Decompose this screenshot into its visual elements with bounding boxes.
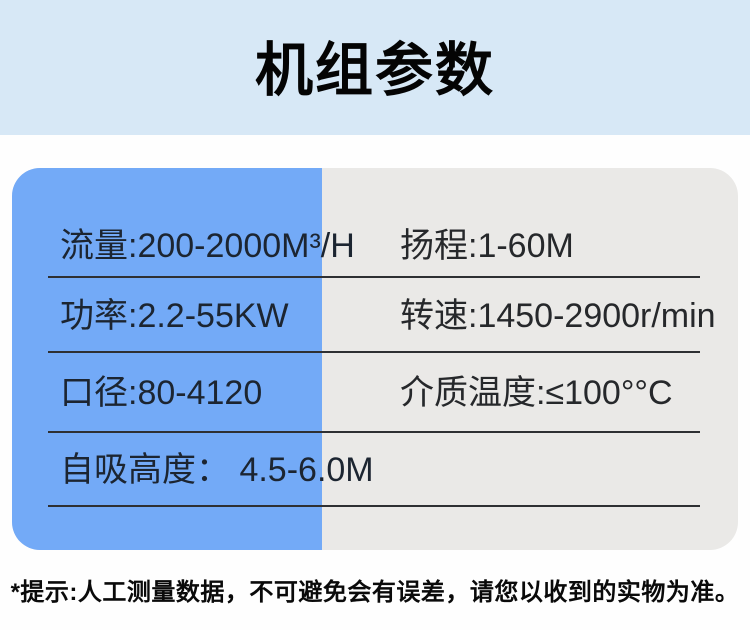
header-banner: 机组参数: [0, 0, 750, 135]
spec-rows: 流量:200-2000M³/H 扬程:1-60M 功率:2.2-55KW 转速:…: [12, 168, 738, 550]
footer-note: *提示:人工测量数据，不可避免会有误差，请您以收到的实物为准。: [10, 579, 740, 606]
spec-card-left-column-bg: [12, 168, 322, 550]
row-divider: [48, 431, 700, 433]
spec-row-suction-height: 自吸高度： 4.5-6.0M: [12, 433, 738, 507]
spec-temperature-value: 介质温度:≤100°°C: [400, 374, 673, 412]
spec-suction-height-value: 自吸高度： 4.5-6.0M: [60, 451, 374, 489]
row-divider: [48, 351, 700, 353]
spec-row-flow-head: 流量:200-2000M³/H 扬程:1-60M: [12, 168, 738, 278]
spec-speed-value: 转速:1450-2900r/min: [400, 296, 716, 335]
spec-power-value: 功率:2.2-55KW: [60, 296, 289, 335]
spec-row-power-speed: 功率:2.2-55KW 转速:1450-2900r/min: [12, 278, 738, 353]
spec-row-diameter-temperature: 口径:80-4120 介质温度:≤100°°C: [12, 353, 738, 433]
page-title: 机组参数: [254, 37, 495, 103]
spec-diameter-value: 口径:80-4120: [60, 374, 263, 412]
row-divider: [48, 505, 700, 507]
spec-head-value: 扬程:1-60M: [400, 227, 574, 265]
row-divider: [48, 276, 700, 278]
spec-flow-value: 流量:200-2000M³/H: [60, 227, 355, 265]
spec-card: 流量:200-2000M³/H 扬程:1-60M 功率:2.2-55KW 转速:…: [12, 168, 738, 550]
